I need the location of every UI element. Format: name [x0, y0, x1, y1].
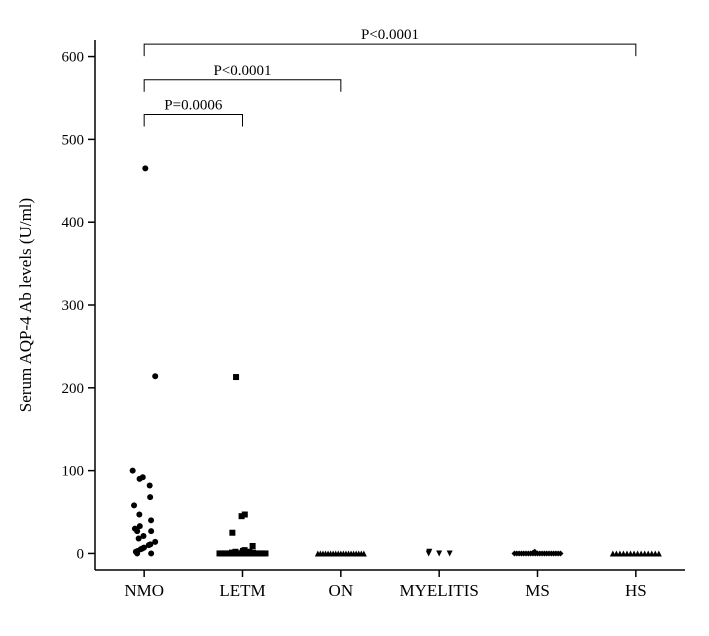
p-value-label: P<0.0001 — [361, 27, 419, 43]
data-point — [436, 550, 442, 556]
p-value-label: P=0.0006 — [164, 98, 223, 114]
data-point — [148, 517, 154, 523]
data-point — [250, 543, 256, 549]
scatter-chart: 0 100 200 300 400 500 600 NMO LETM ON MYELITIS MS HS… — [0, 0, 709, 636]
data-point — [136, 512, 142, 518]
data-point — [152, 373, 158, 379]
data-point — [242, 512, 248, 518]
data-point — [142, 165, 148, 171]
data-point — [130, 468, 136, 474]
y-tick-label: 400 — [62, 215, 85, 231]
data-point — [152, 539, 158, 545]
data-point — [147, 494, 153, 500]
x-tick-label: ON — [329, 581, 354, 600]
y-tick-label: 0 — [77, 546, 85, 562]
comparison-bracket — [144, 115, 242, 127]
y-axis-label: Serum AQP-4 Ab levels (U/ml) — [16, 198, 35, 412]
x-tick-label: MS — [525, 581, 550, 600]
y-tick-label: 600 — [62, 50, 85, 66]
x-tick-label: NMO — [124, 581, 164, 600]
data-point — [229, 530, 235, 536]
chart-container: 0 100 200 300 400 500 600 NMO LETM ON MYELITIS MS HS… — [0, 0, 709, 636]
data-point — [148, 528, 154, 534]
comparison-bracket — [144, 44, 636, 56]
data-point — [233, 374, 239, 380]
data-point — [242, 547, 248, 553]
comparison-bracket — [144, 80, 341, 92]
y-tick-label: 200 — [62, 381, 85, 397]
data-point — [140, 533, 146, 539]
y-tick-label: 300 — [62, 298, 85, 314]
y-tick-label: 100 — [62, 464, 85, 480]
data-point — [140, 474, 146, 480]
data-point — [233, 549, 239, 555]
data-point — [147, 483, 153, 489]
y-tick-label: 500 — [62, 132, 85, 148]
p-value-label: P<0.0001 — [213, 63, 271, 79]
x-tick-label: HS — [625, 581, 647, 600]
data-point — [447, 550, 453, 556]
x-tick-label: LETM — [219, 581, 265, 600]
data-point — [137, 523, 143, 529]
data-point — [263, 550, 269, 556]
data-point — [131, 502, 137, 508]
data-point — [148, 550, 154, 556]
x-tick-label: MYELITIS — [400, 581, 479, 600]
